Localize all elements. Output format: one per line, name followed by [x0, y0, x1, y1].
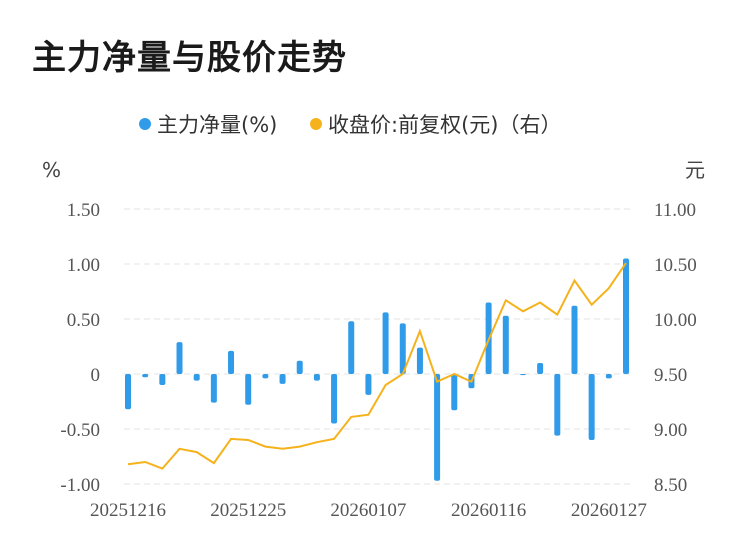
bar	[623, 258, 629, 374]
left-axis-unit: %	[42, 158, 61, 182]
bar	[605, 374, 612, 379]
bar	[519, 374, 526, 376]
bar	[159, 374, 166, 385]
right-tick-label: 9.50	[654, 365, 687, 386]
bar	[313, 374, 320, 381]
bar	[331, 374, 338, 424]
bar	[451, 374, 458, 411]
legend-bar-marker	[139, 118, 151, 130]
right-axis-ticks: 11.00 10.50 10.00 9.50 9.00 8.50	[654, 200, 697, 496]
bar	[588, 374, 595, 440]
chart-title: 主力净量与股价走势	[32, 38, 347, 78]
bar	[434, 374, 441, 481]
bar	[571, 305, 578, 374]
bar	[537, 363, 544, 374]
bar	[502, 315, 509, 374]
bar	[262, 374, 269, 379]
bar	[399, 323, 406, 374]
left-tick-label: -0.50	[60, 420, 100, 441]
x-tick-label: 20260116	[451, 500, 526, 521]
bar	[176, 342, 183, 374]
right-tick-label: 11.00	[654, 200, 696, 221]
left-tick-label: -1.00	[60, 475, 100, 496]
x-tick-label: 20251225	[210, 500, 286, 521]
bar-series	[125, 258, 629, 481]
legend-line-label: 收盘价:前复权(元)（右）	[328, 113, 561, 137]
right-tick-label: 8.50	[654, 475, 687, 496]
bar	[365, 374, 372, 395]
right-tick-label: 9.00	[654, 420, 687, 441]
bar	[193, 374, 200, 381]
bar	[210, 374, 217, 403]
bar	[228, 350, 235, 374]
right-tick-label: 10.00	[654, 310, 697, 331]
left-tick-label: 0.50	[67, 310, 100, 331]
bar	[554, 374, 561, 436]
x-axis-ticks: 20251216 20251225 20260107 20260116 20260127	[90, 500, 647, 521]
legend-line-marker	[310, 118, 322, 130]
bar	[142, 374, 149, 378]
legend: 主力净量(%) 收盘价:前复权(元)（右）	[139, 113, 561, 137]
left-tick-label: 1.00	[67, 255, 100, 276]
x-tick-label: 20260127	[571, 500, 647, 521]
left-axis-ticks: 1.50 1.00 0.50 0 -0.50 -1.00	[60, 200, 100, 496]
bar	[348, 321, 355, 374]
bar	[382, 312, 389, 374]
left-tick-label: 1.50	[67, 200, 100, 221]
bar	[416, 347, 423, 374]
legend-bar-label: 主力净量(%)	[157, 113, 277, 137]
right-tick-label: 10.50	[654, 255, 697, 276]
bar	[296, 360, 303, 374]
gridlines	[124, 208, 630, 485]
x-tick-label: 20260107	[330, 500, 406, 521]
right-axis-unit: 元	[685, 158, 705, 182]
bar	[125, 374, 131, 410]
left-tick-label: 0	[91, 365, 101, 386]
bar	[245, 374, 252, 405]
bar	[279, 374, 286, 384]
x-tick-label: 20251216	[90, 500, 166, 521]
price-line	[127, 262, 627, 470]
